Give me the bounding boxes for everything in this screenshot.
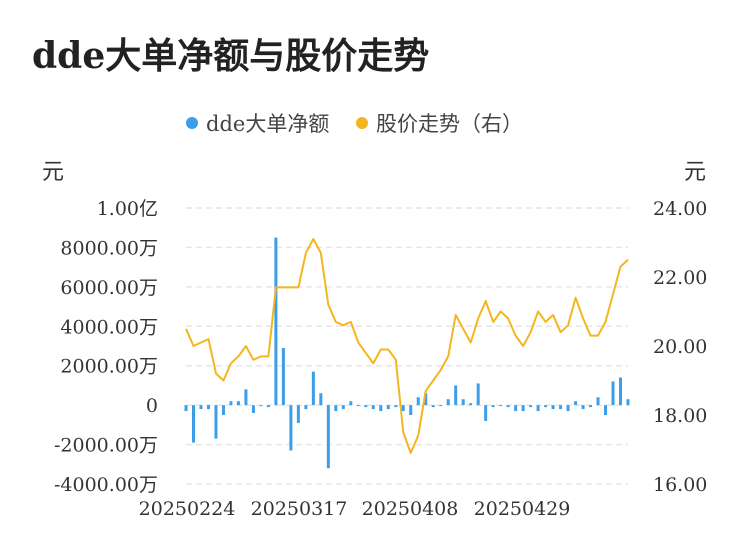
dde-bar	[611, 381, 615, 406]
dde-bar	[454, 385, 458, 406]
dde-bar	[589, 405, 593, 408]
left-tick-label: 1.00亿	[97, 198, 158, 220]
dde-bar	[536, 405, 540, 412]
legend-item-price[interactable]: 股价走势（右）	[356, 108, 523, 138]
dde-bar	[424, 393, 428, 406]
dde-bar	[476, 383, 480, 406]
dde-bar	[506, 405, 510, 408]
dde-bar	[326, 405, 330, 469]
legend-item-dde[interactable]: dde大单净额	[186, 108, 329, 138]
dde-bar	[461, 399, 465, 406]
dde-bar	[626, 399, 630, 406]
dde-bar	[439, 405, 443, 407]
dde-bar	[289, 405, 293, 451]
left-axis-unit: 元	[42, 160, 65, 185]
left-tick-label: -4000.00万	[54, 474, 158, 496]
left-tick-label: 8000.00万	[60, 237, 158, 259]
dde-bar	[409, 405, 413, 415]
dde-bar	[191, 405, 195, 443]
dde-bar	[394, 405, 398, 408]
dde-bar	[514, 405, 518, 412]
dde-bar	[529, 405, 533, 408]
dde-bar	[559, 405, 563, 410]
dde-bar	[304, 405, 308, 410]
dde-bar	[596, 397, 600, 406]
price-line	[185, 238, 629, 454]
dde-bar	[416, 397, 420, 406]
left-tick-label: 0	[146, 395, 158, 417]
dde-bar	[206, 405, 210, 410]
dde-bar	[334, 405, 338, 412]
left-tick-label: 2000.00万	[60, 356, 158, 378]
dde-bar	[229, 401, 233, 406]
dde-bar	[184, 405, 188, 412]
dde-bar	[386, 405, 390, 410]
right-tick-label: 16.00	[653, 474, 707, 496]
dde-bar	[604, 405, 608, 415]
legend-label-price: 股价走势（右）	[376, 112, 523, 136]
dde-bar	[469, 403, 473, 406]
dde-bar	[281, 347, 285, 406]
dde-bar	[491, 405, 495, 408]
right-tick-label: 24.00	[653, 198, 707, 220]
dde-bar	[581, 405, 585, 410]
dde-bar	[244, 389, 248, 406]
dde-bar	[574, 401, 578, 406]
legend-dot-price	[356, 117, 368, 129]
dde-bar	[349, 401, 353, 406]
dde-bar	[319, 393, 323, 406]
dde-bar	[274, 237, 278, 406]
x-tick-label: 20250317	[251, 498, 348, 520]
dde-bar	[364, 405, 368, 408]
legend-label-dde: dde大单净额	[206, 112, 330, 136]
left-tick-label: 4000.00万	[60, 316, 158, 338]
dde-bar	[311, 371, 315, 406]
dde-bar	[199, 405, 203, 410]
dde-bar	[251, 405, 255, 414]
dde-bar	[296, 405, 300, 423]
dde-bar	[379, 405, 383, 412]
right-axis-unit: 元	[684, 160, 707, 185]
x-tick-label: 20250408	[362, 498, 459, 520]
legend-dot-dde	[186, 117, 198, 129]
dde-bar	[221, 405, 225, 415]
dde-bar	[619, 377, 623, 406]
dde-bar	[484, 405, 488, 421]
dde-bar	[446, 399, 450, 406]
right-tick-label: 20.00	[653, 336, 707, 358]
dde-bar	[341, 405, 345, 410]
dde-bar	[214, 405, 218, 439]
dde-bar	[499, 405, 503, 407]
dde-bar	[266, 405, 270, 408]
dde-bar	[431, 405, 435, 408]
left-tick-label: -2000.00万	[54, 435, 158, 457]
legend: dde大单净额 股价走势（右）	[0, 108, 750, 142]
x-tick-label: 20250429	[474, 498, 571, 520]
dde-bar	[371, 405, 375, 410]
dde-bar	[566, 405, 570, 412]
dde-bar	[551, 405, 555, 410]
dde-bar	[236, 401, 240, 406]
chart-title: dde大单净额与股价走势	[32, 35, 430, 77]
dde-bar	[259, 405, 263, 407]
dde-bar	[521, 405, 525, 412]
right-tick-label: 18.00	[653, 405, 707, 427]
x-tick-label: 20250224	[139, 498, 236, 520]
dde-bar	[356, 405, 360, 407]
left-tick-label: 6000.00万	[60, 277, 158, 299]
right-tick-label: 22.00	[653, 267, 707, 289]
dde-bar	[544, 405, 548, 408]
dde-bar	[401, 405, 405, 412]
